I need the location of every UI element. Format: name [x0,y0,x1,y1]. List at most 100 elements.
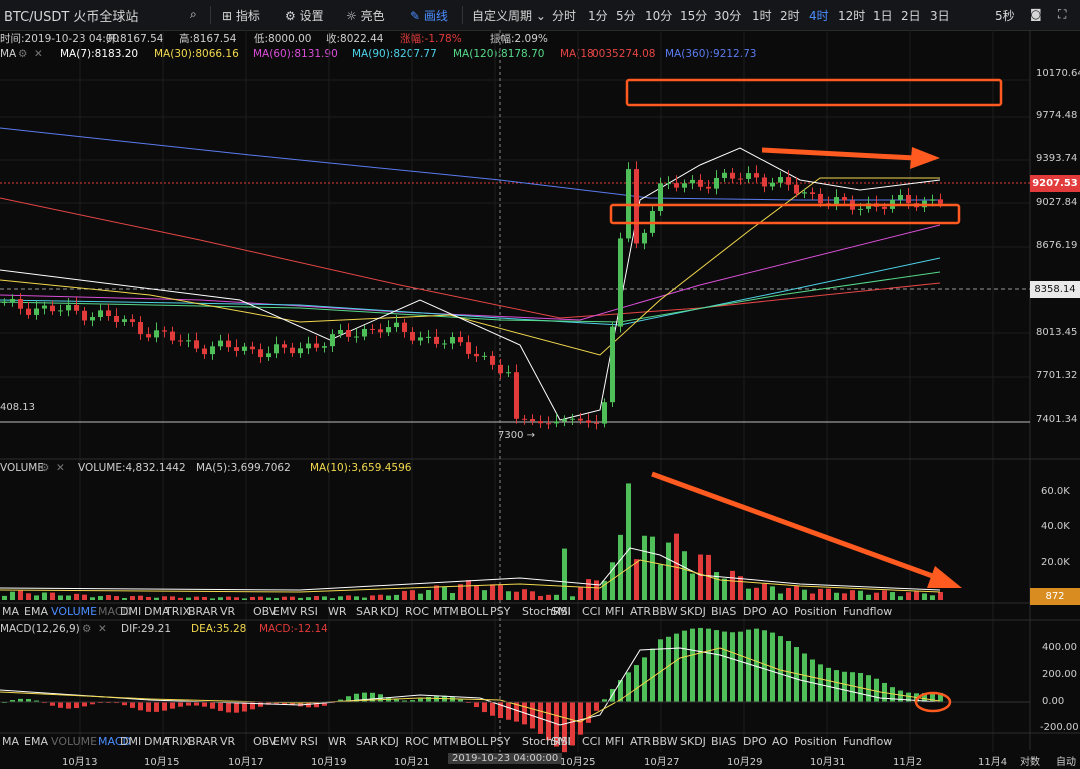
indicator-tab-rsi[interactable]: RSI [300,605,318,618]
indicator-tab-dpo[interactable]: DPO [743,605,767,618]
indicator-tab-bias[interactable]: BIAS [711,605,737,618]
refresh-period[interactable]: 5秒 [995,9,1015,23]
indicator-tab-dmi[interactable]: DMI [120,605,142,618]
period-tab[interactable]: 10分 [645,9,673,23]
volume-trend-arrow[interactable] [651,471,939,581]
indicator-tab-brar[interactable]: BRAR [188,605,218,618]
period-tab[interactable]: 30分 [714,9,742,23]
settings-small-icon[interactable]: ⚙ [82,623,92,635]
indicator-tab-skdj[interactable]: SKDJ [680,735,706,748]
period-tab[interactable]: 15分 [680,9,708,23]
camera-icon[interactable]: ◙ [1030,7,1042,21]
period-tab[interactable]: 5分 [616,9,636,23]
close-icon[interactable]: ✕ [98,623,107,635]
indicator-tab-dmi[interactable]: DMI [120,735,142,748]
period-tab[interactable]: 12时 [838,9,866,23]
indicator-tab-psy[interactable]: PSY [490,605,511,618]
theme-button[interactable]: ☼ 亮色 [346,7,385,24]
indicator-tab-volume[interactable]: VOLUME [51,735,98,748]
log-scale-toggle[interactable]: 对数 [1020,757,1040,768]
indicator-tab-vr[interactable]: VR [220,735,236,748]
period-tab[interactable]: 1日 [873,9,893,23]
resistance-box[interactable] [625,78,1003,107]
period-tab[interactable]: 2日 [901,9,921,23]
indicator-tab-kdj[interactable]: KDJ [380,735,399,748]
indicator-tab-kdj[interactable]: KDJ [380,605,399,618]
indicator-tab-mfi[interactable]: MFI [605,735,625,748]
draw-button[interactable]: ✎ 画线 [410,7,448,24]
indicator-tab-emv[interactable]: EMV [273,605,297,618]
close-icon[interactable]: ✕ [34,48,43,60]
period-tab[interactable]: 分时 [552,9,577,23]
indicator-tab-vr[interactable]: VR [220,605,236,618]
close-icon[interactable]: ✕ [56,462,65,474]
indicator-tab-wr[interactable]: WR [328,605,347,618]
indicator-tab-ma[interactable]: MA [2,605,20,618]
indicator-tab-roc[interactable]: ROC [405,605,429,618]
indicator-tab-fundflow[interactable]: Fundflow [843,735,893,748]
indicator-tab-macd[interactable]: MACD [98,735,131,748]
indicator-tab-stochrsi[interactable]: StochRSI [522,735,571,748]
indicator-tab-macd[interactable]: MACD [98,605,131,618]
indicator-tab-ao[interactable]: AO [772,605,788,618]
indicator-tab-brar[interactable]: BRAR [188,735,218,748]
indicator-tab-boll[interactable]: BOLL [460,605,489,618]
indicator-tab-cci[interactable]: CCI [582,735,601,748]
indicator-tab-dma[interactable]: DMA [144,735,170,748]
indicator-tab-skdj[interactable]: SKDJ [680,605,706,618]
auto-scale-toggle[interactable]: 自动 [1056,757,1076,768]
settings-small-icon[interactable]: ⚙ [18,48,28,60]
indicator-tab-dma[interactable]: DMA [144,605,170,618]
fullscreen-icon[interactable]: ⛶ [1058,7,1067,21]
indicator-tab-sar[interactable]: SAR [356,735,379,748]
indicator-tab-position[interactable]: Position [794,605,837,618]
period-tab[interactable]: 1时 [752,9,772,23]
indicator-tab-rsi[interactable]: RSI [300,735,318,748]
indicator-tab-mtm[interactable]: MTM [433,605,459,618]
indicator-tab-atr[interactable]: ATR [630,735,652,748]
settings-button[interactable]: ⚙ 设置 [285,7,324,24]
macd-cross-circle[interactable] [914,691,952,713]
pair-title[interactable]: BTC/USDT 火币全球站 [4,10,139,25]
indicator-tab-trix[interactable]: TRIX [165,735,191,748]
indicator-tab-bbw[interactable]: BBW [652,735,678,748]
indicator-tab-atr[interactable]: ATR [630,605,652,618]
indicator-tab-fundflow[interactable]: Fundflow [843,605,893,618]
indicator-tab-obv[interactable]: OBV [253,605,277,618]
period-tab[interactable]: 2时 [780,9,800,23]
search-icon[interactable]: ⌕ [190,7,197,21]
indicator-tab-dpo[interactable]: DPO [743,735,767,748]
indicator-tab-psy[interactable]: PSY [490,735,511,748]
indicator-tab-position[interactable]: Position [794,735,837,748]
indicator-tab-ema[interactable]: EMA [24,605,48,618]
indicator-tab-obv[interactable]: OBV [253,735,277,748]
indicator-tab-boll[interactable]: BOLL [460,735,489,748]
indicator-tab-bias[interactable]: BIAS [711,735,737,748]
indicator-tab-volume[interactable]: VOLUME [51,605,98,618]
indicator-tab-emv[interactable]: EMV [273,735,297,748]
custom-period-dropdown[interactable]: 自定义周期 ⌄ [472,7,546,24]
volume-bar [314,596,319,600]
indicator-tab-mtm[interactable]: MTM [433,735,459,748]
indicator-tab-ma[interactable]: MA [2,735,20,748]
indicator-tab-smi[interactable]: SMI [551,735,571,748]
indicator-tab-ema[interactable]: EMA [24,735,48,748]
period-tab[interactable]: 3日 [930,9,950,23]
period-tab[interactable]: 1分 [588,9,608,23]
indicator-tab-mfi[interactable]: MFI [605,605,625,618]
trend-arrow[interactable] [761,147,916,161]
indicator-tab-wr[interactable]: WR [328,735,347,748]
indicator-tab-ao[interactable]: AO [772,735,788,748]
indicator-tab-roc[interactable]: ROC [405,735,429,748]
period-tab-active[interactable]: 4时 [809,9,829,23]
indicator-tab-sar[interactable]: SAR [356,605,379,618]
indicators-button[interactable]: ⊞ 指标 [222,7,260,24]
indicator-tab-cci[interactable]: CCI [582,605,601,618]
settings-small-icon[interactable]: ⚙ [40,462,50,474]
indicator-tab-smi[interactable]: SMI [551,605,571,618]
support-box[interactable] [609,203,961,225]
indicator-tab-bbw[interactable]: BBW [652,605,678,618]
indicator-tab-stochrsi[interactable]: StochRSI [522,605,571,618]
indicator-tab-trix[interactable]: TRIX [165,605,191,618]
